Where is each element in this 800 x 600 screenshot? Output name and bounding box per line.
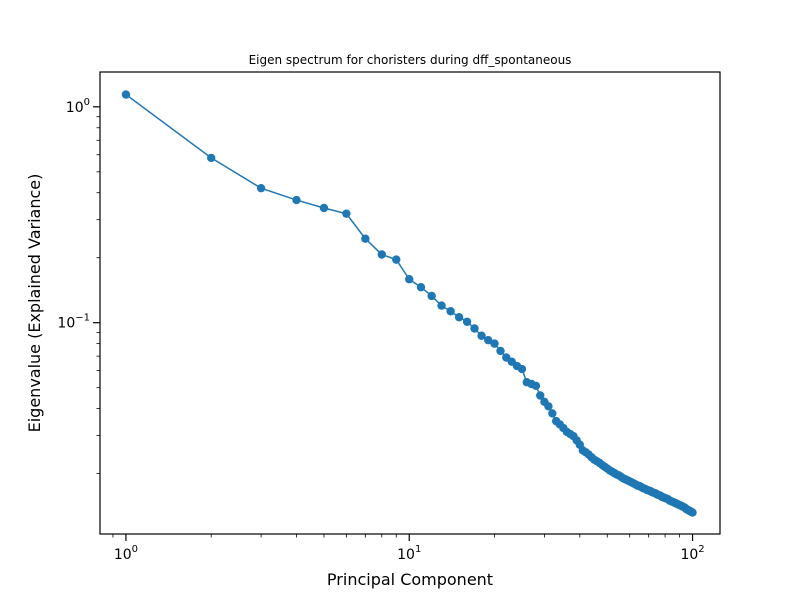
chart-title: Eigen spectrum for choristers during dff… (249, 53, 572, 67)
data-point (377, 250, 386, 259)
data-point (548, 409, 557, 418)
plot-frame (99, 71, 721, 535)
major-ticks: 100 101 102 100 10−1 (57, 97, 704, 563)
data-point (477, 331, 486, 340)
data-point (342, 209, 351, 218)
data-point (405, 275, 414, 284)
x-tick-label: 102 (680, 544, 704, 563)
data-point (462, 317, 472, 326)
data-point (470, 324, 479, 333)
series-layer (121, 90, 697, 517)
y-axis-label: Eigenvalue (Explained Variance) (25, 174, 44, 433)
x-axis-label: Principal Component (327, 570, 493, 589)
data-point (454, 313, 464, 322)
data-point (536, 391, 545, 400)
data-point (496, 346, 505, 356)
data-point (446, 307, 455, 316)
data-point (292, 195, 301, 205)
x-tick-label: 100 (114, 544, 138, 563)
data-point (121, 90, 131, 99)
data-point (416, 283, 426, 292)
data-point (544, 402, 553, 411)
data-point (392, 255, 401, 264)
data-point (256, 183, 266, 193)
y-tick-label: 10−1 (57, 313, 90, 332)
data-point (207, 153, 216, 163)
data-point (437, 301, 446, 310)
x-tick-label: 101 (397, 544, 421, 563)
data-point (517, 364, 527, 374)
data-point (484, 335, 493, 345)
data-point (688, 508, 697, 517)
data-point (531, 381, 541, 391)
data-point (427, 291, 436, 301)
y-tick-label: 100 (66, 97, 90, 116)
data-point (490, 339, 499, 348)
data-point (319, 203, 329, 213)
data-point (361, 234, 370, 243)
